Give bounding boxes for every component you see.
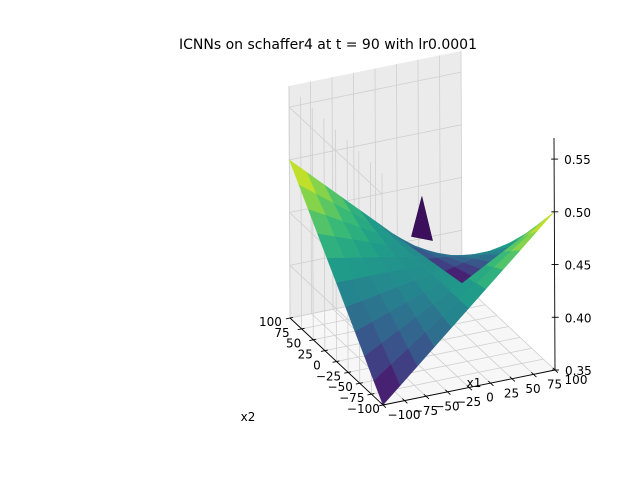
x1-tick-label: −25 bbox=[456, 395, 481, 409]
z-tick-label: 0.50 bbox=[564, 206, 591, 220]
x1-tick bbox=[531, 371, 537, 378]
x2-tick-label: −25 bbox=[316, 369, 341, 383]
x2-tick-label: 25 bbox=[298, 348, 313, 362]
x1-tick-label: 50 bbox=[525, 382, 540, 396]
x1-tick-label: 100 bbox=[565, 373, 588, 387]
x1-tick-label: −100 bbox=[388, 408, 421, 422]
x1-tick bbox=[402, 398, 408, 404]
surface-spike bbox=[411, 196, 433, 241]
z-tick-label: 0.55 bbox=[564, 153, 591, 167]
x1-tick bbox=[466, 385, 473, 391]
grid-line bbox=[460, 50, 463, 284]
grid-line bbox=[288, 85, 291, 319]
x2-axis-label: x2 bbox=[241, 410, 256, 424]
x1-tick-label: 25 bbox=[504, 386, 519, 400]
x2-tick bbox=[285, 316, 294, 320]
x1-tick bbox=[488, 380, 494, 387]
surface-plot bbox=[288, 159, 555, 406]
x2-tick-label: 0 bbox=[313, 359, 321, 373]
x1-tick bbox=[509, 376, 516, 382]
x2-tick bbox=[320, 349, 328, 352]
surface-patch bbox=[288, 159, 317, 194]
x1-tick-label: −75 bbox=[413, 404, 438, 418]
z-tick-label: 0.45 bbox=[565, 259, 592, 273]
x2-tick bbox=[344, 371, 352, 374]
x2-tick-label: −100 bbox=[347, 402, 380, 416]
x2-tick-label: 50 bbox=[286, 337, 301, 351]
x1-tick bbox=[445, 389, 451, 395]
x2-tick bbox=[332, 360, 340, 363]
x2-tick bbox=[355, 382, 363, 385]
x1-tick-label: −50 bbox=[434, 400, 459, 414]
grid-line bbox=[439, 55, 441, 288]
z-axis-line bbox=[553, 137, 556, 371]
grid-line bbox=[300, 96, 303, 329]
x2-tick bbox=[367, 393, 375, 396]
z-tick-label: 0.35 bbox=[565, 364, 592, 378]
x2-tick-label: 75 bbox=[274, 326, 289, 340]
grid-line bbox=[311, 107, 314, 340]
z-tick-label: 0.40 bbox=[565, 311, 592, 325]
x2-tick-label: −75 bbox=[339, 391, 364, 405]
x1-tick bbox=[380, 402, 387, 409]
x1-tick-label: 0 bbox=[486, 391, 494, 405]
x2-tick bbox=[309, 338, 317, 341]
x1-axis-label: x1 bbox=[467, 376, 482, 390]
grid-line bbox=[288, 71, 462, 195]
chart-title: ICNNs on schaffer4 at t = 90 with lr0.00… bbox=[179, 37, 477, 53]
x1-tick bbox=[423, 393, 430, 400]
x2-tick-label: −50 bbox=[328, 380, 353, 394]
x2-tick-label: 100 bbox=[259, 315, 282, 329]
x1-tick-label: 75 bbox=[547, 378, 562, 392]
x2-tick bbox=[297, 327, 305, 331]
